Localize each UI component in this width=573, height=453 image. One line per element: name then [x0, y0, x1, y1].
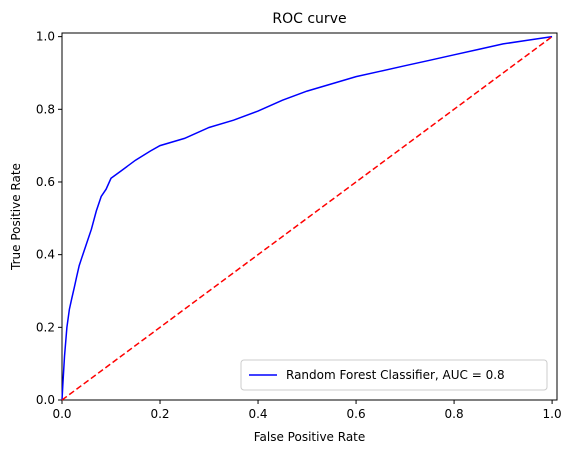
- chart-title: ROC curve: [272, 11, 346, 27]
- y-tick-label: 1.0: [36, 30, 55, 44]
- y-axis-label: True Positive Rate: [9, 163, 23, 271]
- y-tick-label: 0.6: [36, 175, 55, 189]
- y-tick-label: 0.4: [36, 248, 55, 262]
- x-tick-label: 0.0: [52, 407, 71, 421]
- x-tick-label: 0.2: [150, 407, 169, 421]
- y-tick-label: 0.2: [36, 320, 55, 334]
- roc-curve-line: [61, 35, 553, 401]
- plot-layer: 0.0 0.2 0.4 0.6 0.8 1.0 0.0 0.2 0.4 0.6 0.8 1.0 Rand…: [36, 30, 562, 421]
- x-axis-label: False Positive Rate: [254, 430, 366, 444]
- legend-label: Random Forest Classifier, AUC = 0.8: [286, 368, 505, 382]
- x-tick-label: 0.8: [445, 407, 464, 421]
- x-tick-label: 0.6: [347, 407, 366, 421]
- x-tick-label: 1.0: [543, 407, 562, 421]
- legend-box: [240, 359, 548, 391]
- y-tick-label: 0.0: [36, 393, 55, 407]
- chance-diagonal-line: [61, 35, 553, 401]
- y-tick-label: 0.8: [36, 102, 55, 116]
- x-tick-label: 0.4: [248, 407, 267, 421]
